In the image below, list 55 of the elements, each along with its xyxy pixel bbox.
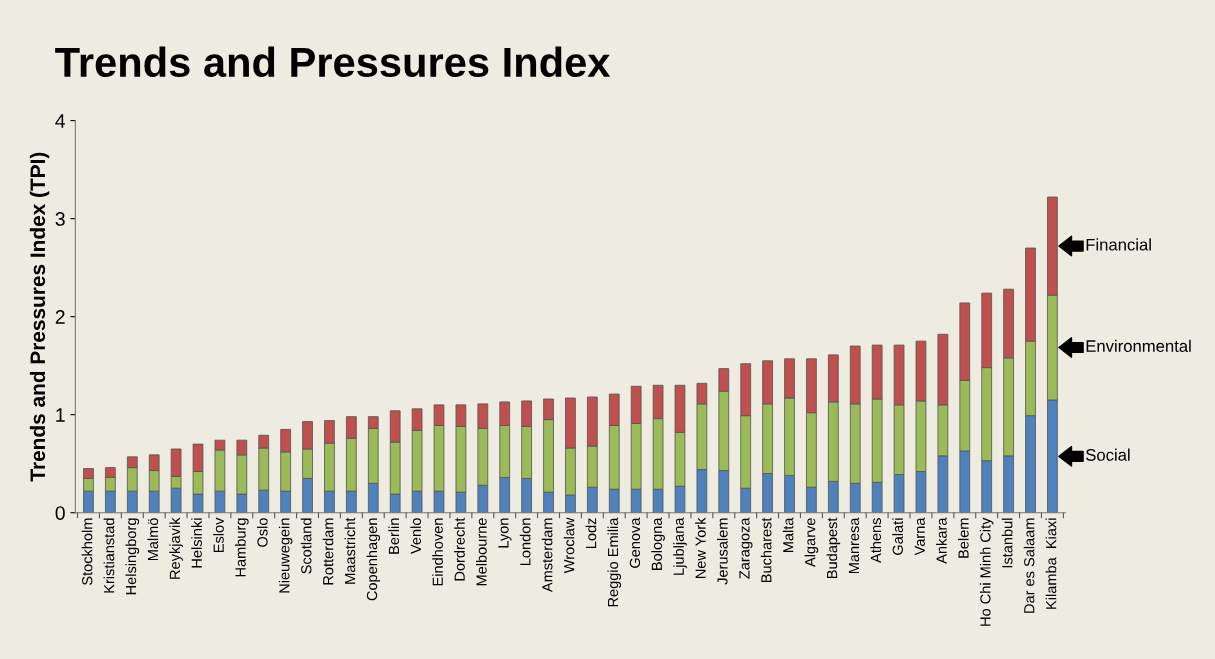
x-tick-label: Genova	[629, 517, 641, 568]
x-tick-label: Varna	[914, 517, 925, 556]
x-tick-label: Lodz	[585, 518, 597, 548]
x-tick-label: Scotland	[300, 518, 312, 574]
x-tick-label: Stockholm	[81, 518, 93, 585]
y-tick-label: 2	[55, 310, 65, 324]
x-tick-label: Bologna	[651, 517, 665, 570]
x-tick-label: Rotterdam	[322, 518, 334, 585]
x-tick-label: Galati	[892, 518, 903, 555]
x-tick-label: Kilamba Kiaxi	[1045, 518, 1057, 609]
x-tick-label: Malmö	[147, 518, 159, 561]
x-tick-label: Nieuwegein	[278, 518, 293, 593]
x-tick-label: Eindhoven	[432, 518, 443, 586]
x-tick-label: Reykjavik	[169, 517, 183, 579]
series-label: Environmental	[1086, 339, 1191, 352]
x-tick-label: Ho Chi Minh City	[979, 517, 994, 626]
x-tick-label: Algarve	[804, 518, 819, 567]
x-tick-label: New York	[695, 517, 706, 578]
x-tick-label: Istanbul	[1001, 518, 1013, 568]
y-tick-label: 3	[55, 212, 65, 226]
x-tick-label: Bucharest	[760, 517, 772, 583]
x-tick-label: Berlin	[388, 518, 400, 554]
x-tick-label: Helsingborg	[125, 518, 140, 595]
x-tick-label: Lyon	[498, 518, 512, 548]
y-axis-title: Trends and Pressures Index (TPI)	[29, 152, 50, 482]
x-tick-label: Zaragoza	[739, 517, 753, 579]
x-tick-label: Melbourne	[476, 518, 487, 586]
x-tick-label: Manresa	[848, 517, 860, 574]
x-tick-label: Venlo	[410, 518, 421, 554]
y-tick-label: 1	[56, 408, 65, 422]
x-tick-label: Athens	[870, 518, 882, 563]
y-tick-label: 0	[55, 506, 65, 520]
x-tick-label: Ljubljana	[673, 517, 687, 575]
x-tick-label: Reggio Emilia	[607, 517, 622, 607]
series-label: Social	[1086, 448, 1130, 461]
x-tick-label: Amsterdam	[541, 518, 553, 593]
x-tick-label: Maastricht	[344, 517, 356, 584]
x-tick-label: Dordrecht	[454, 517, 465, 581]
x-tick-label: Wroclaw	[563, 517, 575, 574]
series-label: Financial	[1086, 238, 1151, 251]
x-tick-label: Eslov	[213, 517, 224, 553]
x-tick-label: Budapest	[826, 517, 841, 578]
x-tick-label: Ankara	[936, 517, 947, 564]
y-tick-label: 4	[55, 114, 66, 128]
x-tick-label: Helsinki	[191, 518, 202, 568]
x-tick-label: Dar es Salaam	[1023, 518, 1035, 613]
x-tick-label: London	[519, 518, 531, 566]
x-tick-label: Copenhagen	[366, 518, 381, 601]
x-tick-label: Oslo	[256, 518, 268, 547]
x-tick-label: Jerusalem	[717, 518, 728, 585]
x-tick-label: Hamburg	[235, 518, 249, 577]
x-tick-label: Malta	[782, 517, 794, 553]
x-tick-label: Kristianstad	[103, 518, 115, 593]
chart-title: Trends and Pressures Index	[55, 46, 611, 78]
x-tick-label: Belem	[957, 518, 969, 558]
